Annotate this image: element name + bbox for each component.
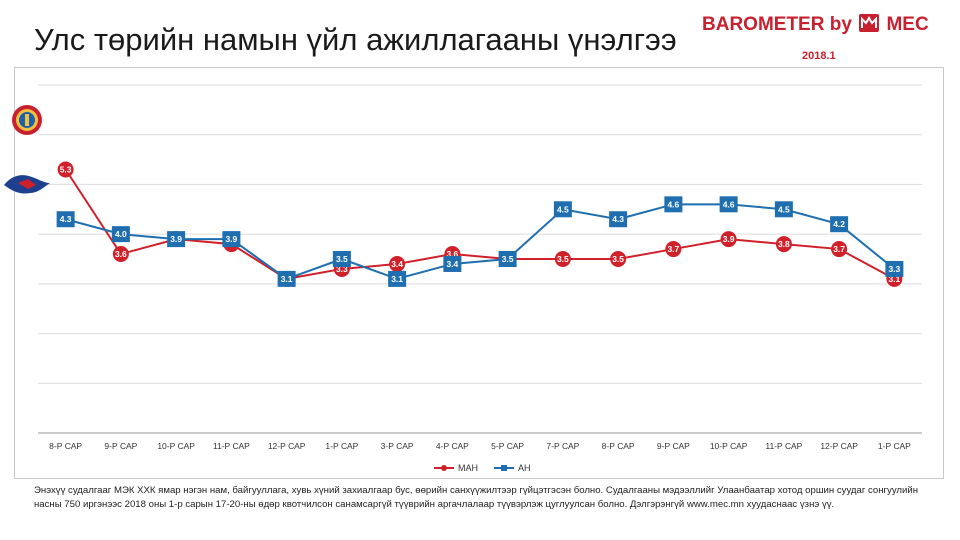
- series-line: [65, 203, 896, 281]
- data-point: [56, 211, 75, 228]
- data-point: [609, 211, 628, 228]
- legend-item-mah: МАН: [434, 463, 478, 473]
- chart-legend: МАН АН: [434, 463, 531, 473]
- data-label: 4.5: [557, 204, 569, 214]
- data-label: 3.1: [281, 274, 293, 284]
- data-point: [665, 241, 682, 258]
- legend-marker: [501, 465, 507, 471]
- data-point: [719, 196, 738, 213]
- series-ah: [65, 203, 896, 281]
- data-point: [111, 226, 130, 243]
- data-point: [610, 251, 627, 267]
- footnote: Энэхүү судалгааг МЭК ХХК ямар нэгэн нам,…: [34, 485, 919, 510]
- data-label: 4.0: [115, 229, 127, 239]
- ah-party-emblem-icon: [4, 175, 50, 194]
- data-label: 3.5: [502, 254, 514, 264]
- data-point: [388, 270, 407, 287]
- chart-frame: [14, 67, 944, 479]
- mah-party-emblem-icon: [12, 105, 42, 135]
- data-label: 4.3: [612, 214, 624, 224]
- mec-logo-icon: [859, 14, 880, 32]
- data-label: 3.7: [667, 244, 679, 254]
- data-point: [112, 246, 129, 263]
- data-label: 4.5: [778, 204, 790, 214]
- data-label: 5.3: [60, 165, 72, 175]
- data-label: 3.5: [557, 254, 569, 264]
- data-label: 3.9: [225, 234, 237, 244]
- data-label: 3.6: [115, 249, 127, 259]
- data-label: 3.5: [612, 254, 624, 264]
- data-label: 3.4: [446, 259, 458, 269]
- x-tick-label: 1-Р САР: [325, 441, 358, 451]
- data-point: [389, 255, 406, 272]
- x-axis-ticks: 8-Р САР 9-Р САР 10-Р САР 11-Р САР 12-Р САР 1-…: [49, 441, 911, 451]
- series-mah: [64, 168, 895, 280]
- data-label: 3.7: [833, 244, 845, 254]
- data-point: [57, 161, 74, 178]
- data-point: [554, 251, 571, 267]
- legend-label: МАН: [458, 463, 478, 473]
- x-tick-label: 11-Р САР: [765, 441, 802, 451]
- data-label: 3.4: [391, 259, 403, 269]
- legend-label: АН: [518, 463, 531, 473]
- data-label: 3.9: [170, 234, 182, 244]
- data-label: 4.2: [833, 219, 845, 229]
- x-tick-label: 5-Р САР: [491, 441, 524, 451]
- data-point: [443, 255, 462, 272]
- data-label: 3.8: [778, 239, 790, 249]
- x-tick-label: 12-Р САР: [820, 441, 858, 451]
- x-tick-label: 8-Р САР: [49, 441, 82, 451]
- data-point: [775, 236, 792, 253]
- data-label: 4.6: [723, 199, 735, 209]
- x-tick-label: 10-Р САР: [710, 441, 748, 451]
- data-label: 4.3: [60, 214, 72, 224]
- data-label: 3.5: [336, 254, 348, 264]
- data-point: [222, 231, 241, 248]
- data-point: [277, 270, 296, 287]
- data-point: [831, 241, 848, 258]
- x-tick-label: 11-Р САР: [213, 441, 250, 451]
- data-point: [553, 201, 572, 218]
- markers-mah: 5.33.63.3 3.43.6 3.5 3.53.73.9 3.8 3.73.1: [57, 161, 903, 287]
- legend-marker: [441, 465, 447, 471]
- data-point: [167, 231, 186, 248]
- data-label: 4.6: [667, 199, 679, 209]
- data-point: [885, 260, 904, 277]
- data-label: 3.3: [888, 264, 900, 274]
- data-label: 3.3: [336, 264, 348, 274]
- data-point: [830, 216, 849, 233]
- x-tick-label: 7-Р САР: [546, 441, 579, 451]
- data-label: 3.1: [391, 274, 403, 284]
- x-tick-label: 8-Р САР: [602, 441, 635, 451]
- x-tick-label: 9-Р САР: [104, 441, 137, 451]
- report-date: 2018.1: [802, 50, 836, 62]
- series-layer: 5.33.63.3 3.43.6 3.5 3.53.73.9 3.8 3.73.14.34…: [56, 161, 904, 287]
- x-tick-label: 4-Р САР: [436, 441, 469, 451]
- markers-ah: 4.3 4.0 3.9 3.9 3.1 3.5 3.1 3.4 3.5 4.5 4.3 4.6 4.6 4…: [56, 196, 904, 287]
- series-line: [64, 168, 895, 280]
- page-title: Улс төрийн намын үйл ажиллагааны үнэлгээ: [34, 22, 677, 57]
- data-point: [774, 201, 793, 218]
- data-label: 3.6: [446, 249, 458, 259]
- brand-name: BAROMETER by: [702, 14, 852, 35]
- legend-item-ah: АН: [494, 463, 531, 473]
- x-tick-label: 9-Р САР: [657, 441, 690, 451]
- gridlines: [38, 84, 922, 434]
- x-tick-label: 12-Р САР: [268, 441, 306, 451]
- data-label: 3.1: [888, 274, 900, 284]
- data-point: [720, 231, 737, 248]
- data-point: [664, 196, 683, 213]
- brand-logo: BAROMETER by MEC: [702, 14, 929, 36]
- data-point: [498, 251, 517, 267]
- x-tick-label: 10-Р САР: [157, 441, 195, 451]
- x-tick-label: 1-Р САР: [878, 441, 911, 451]
- x-tick-label: 3-Р САР: [381, 441, 414, 451]
- brand-suffix: MEC: [886, 14, 929, 35]
- data-label: 3.9: [723, 234, 735, 244]
- data-point: [332, 251, 351, 267]
